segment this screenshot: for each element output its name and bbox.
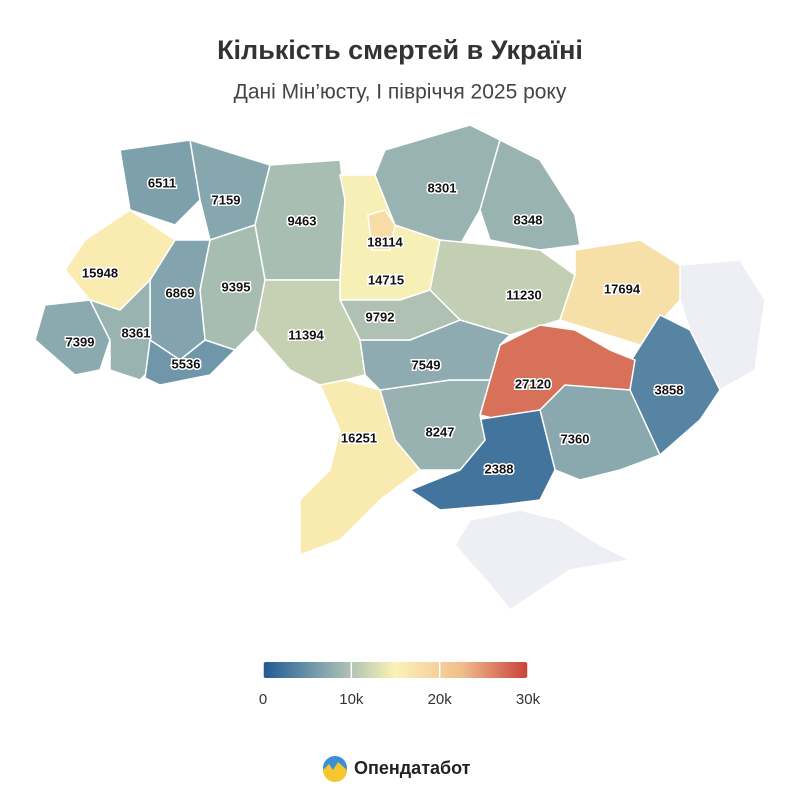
region-labels: 6511 7159 9463 14715 18114 8301 8348 11230 17694… [64, 174, 685, 478]
occupied-region [454, 509, 633, 612]
region [144, 338, 237, 386]
region [539, 384, 662, 481]
region-value: 8301 [428, 180, 457, 195]
region-value: 8348 [514, 212, 543, 227]
colorbar [263, 662, 528, 678]
tick-label: 0 [259, 691, 267, 708]
region-value: 9463 [288, 213, 317, 228]
region [254, 279, 366, 386]
tick-label: 10k [339, 691, 364, 708]
logo-icon-part [323, 762, 347, 782]
region-value: 9792 [366, 309, 395, 324]
region [119, 139, 201, 226]
region-value: 6869 [166, 285, 195, 300]
region-value: 27120 [515, 376, 551, 391]
occupied-region [679, 259, 766, 392]
regions [34, 124, 721, 557]
region-value: 11394 [288, 327, 324, 342]
region-value: 17694 [604, 281, 641, 296]
region-value: 15948 [82, 265, 118, 280]
region-value: 3858 [655, 382, 684, 397]
region-value: 9395 [222, 279, 251, 294]
region-value: 2388 [485, 461, 514, 476]
region-value: 7360 [561, 431, 590, 446]
region [367, 209, 396, 251]
brand: Опендатабот [354, 758, 471, 778]
region-value: 7159 [212, 192, 241, 207]
region-value: 11230 [506, 287, 541, 302]
region [299, 379, 422, 557]
tick-label: 20k [428, 691, 453, 708]
region-value: 7399 [66, 334, 95, 349]
region-value: 8247 [426, 424, 455, 439]
subtitle: Дані Мін’юсту, І півріччя 2025 року [234, 81, 567, 104]
region-value: 6511 [148, 175, 176, 190]
title: Кількість смертей в Україні [217, 35, 583, 65]
region-value: 16251 [341, 430, 377, 445]
region-value: 8361 [122, 325, 151, 340]
region-value: 7549 [412, 357, 441, 372]
region-value: 18114 [367, 234, 403, 249]
colorbar-ticks: 0 10k 20k 30k [259, 662, 541, 708]
region-value: 5536 [172, 356, 201, 371]
region-value: 14715 [368, 272, 404, 287]
region [479, 138, 581, 251]
tick-label: 30k [516, 691, 541, 708]
